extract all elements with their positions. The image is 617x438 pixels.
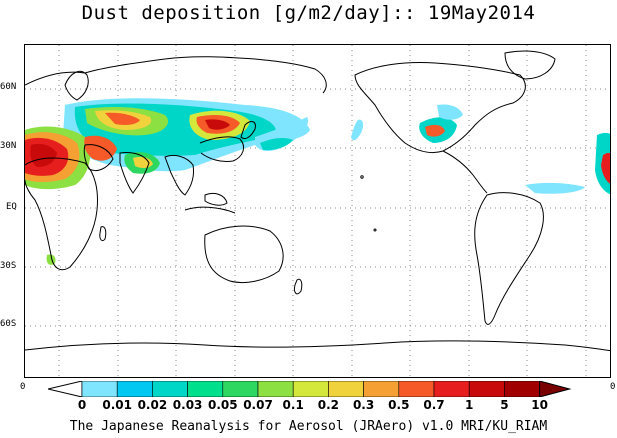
- colorbar-tick-label: 0: [77, 398, 87, 412]
- colorbar-cell: [433, 381, 470, 397]
- coastlines: [25, 50, 610, 352]
- edge-label-right: 0: [610, 382, 616, 392]
- colorbar-tick-label: 0.02: [137, 398, 168, 412]
- colorbar-cell: [504, 381, 540, 397]
- world-map: [24, 44, 611, 378]
- colorbar-tick-label: 5: [500, 398, 509, 412]
- colorbar-tick-label: 0.7: [423, 398, 445, 412]
- colorbar-tick-label: 1: [465, 398, 474, 412]
- map-svg: [25, 45, 610, 377]
- colorbar-tick-label: 0.07: [243, 398, 273, 412]
- colorbar-tick-label: 10: [531, 398, 548, 412]
- colorbar-cell: [187, 381, 224, 397]
- lat-label-60s: 60S: [0, 319, 17, 329]
- colorbar-cell: [152, 381, 188, 397]
- colorbar-arrow-low: [48, 381, 83, 397]
- colorbar-tick-label: 0.05: [207, 398, 238, 412]
- colorbar-tick-label: 0.3: [352, 398, 375, 412]
- colorbar-tick-label: 0.1: [282, 398, 304, 412]
- colorbar-tick-label: 0.01: [102, 398, 132, 412]
- colorbar-tick-label: 0.5: [388, 398, 410, 412]
- colorbar-cell: [468, 381, 505, 397]
- colorbar-cell: [116, 381, 153, 397]
- lat-label-eq: EQ: [6, 202, 17, 212]
- lat-label-30n: 30N: [0, 141, 17, 151]
- colorbar-cell: [363, 381, 400, 397]
- colorbar-arrow-high: [539, 381, 572, 397]
- colorbar: [48, 381, 572, 397]
- footer-credit: The Japanese Reanalysis for Aerosol (JRA…: [69, 419, 548, 434]
- lat-label-60n: 60N: [0, 82, 17, 92]
- colorbar-cell: [222, 381, 259, 397]
- colorbar-cell: [328, 381, 364, 397]
- dust-field: [25, 98, 610, 265]
- colorbar-cell: [292, 381, 329, 397]
- colorbar-cell: [398, 381, 435, 397]
- colorbar-cell: [81, 381, 118, 397]
- lat-label-30s: 30S: [0, 261, 17, 271]
- colorbar-cell: [257, 381, 294, 397]
- map-title: Dust deposition [g/m2/day]:: 19May2014: [81, 2, 536, 24]
- colorbar-tick-label: 0.03: [172, 398, 203, 412]
- edge-label-left: 0: [20, 382, 26, 392]
- colorbar-tick-label: 0.2: [317, 398, 340, 412]
